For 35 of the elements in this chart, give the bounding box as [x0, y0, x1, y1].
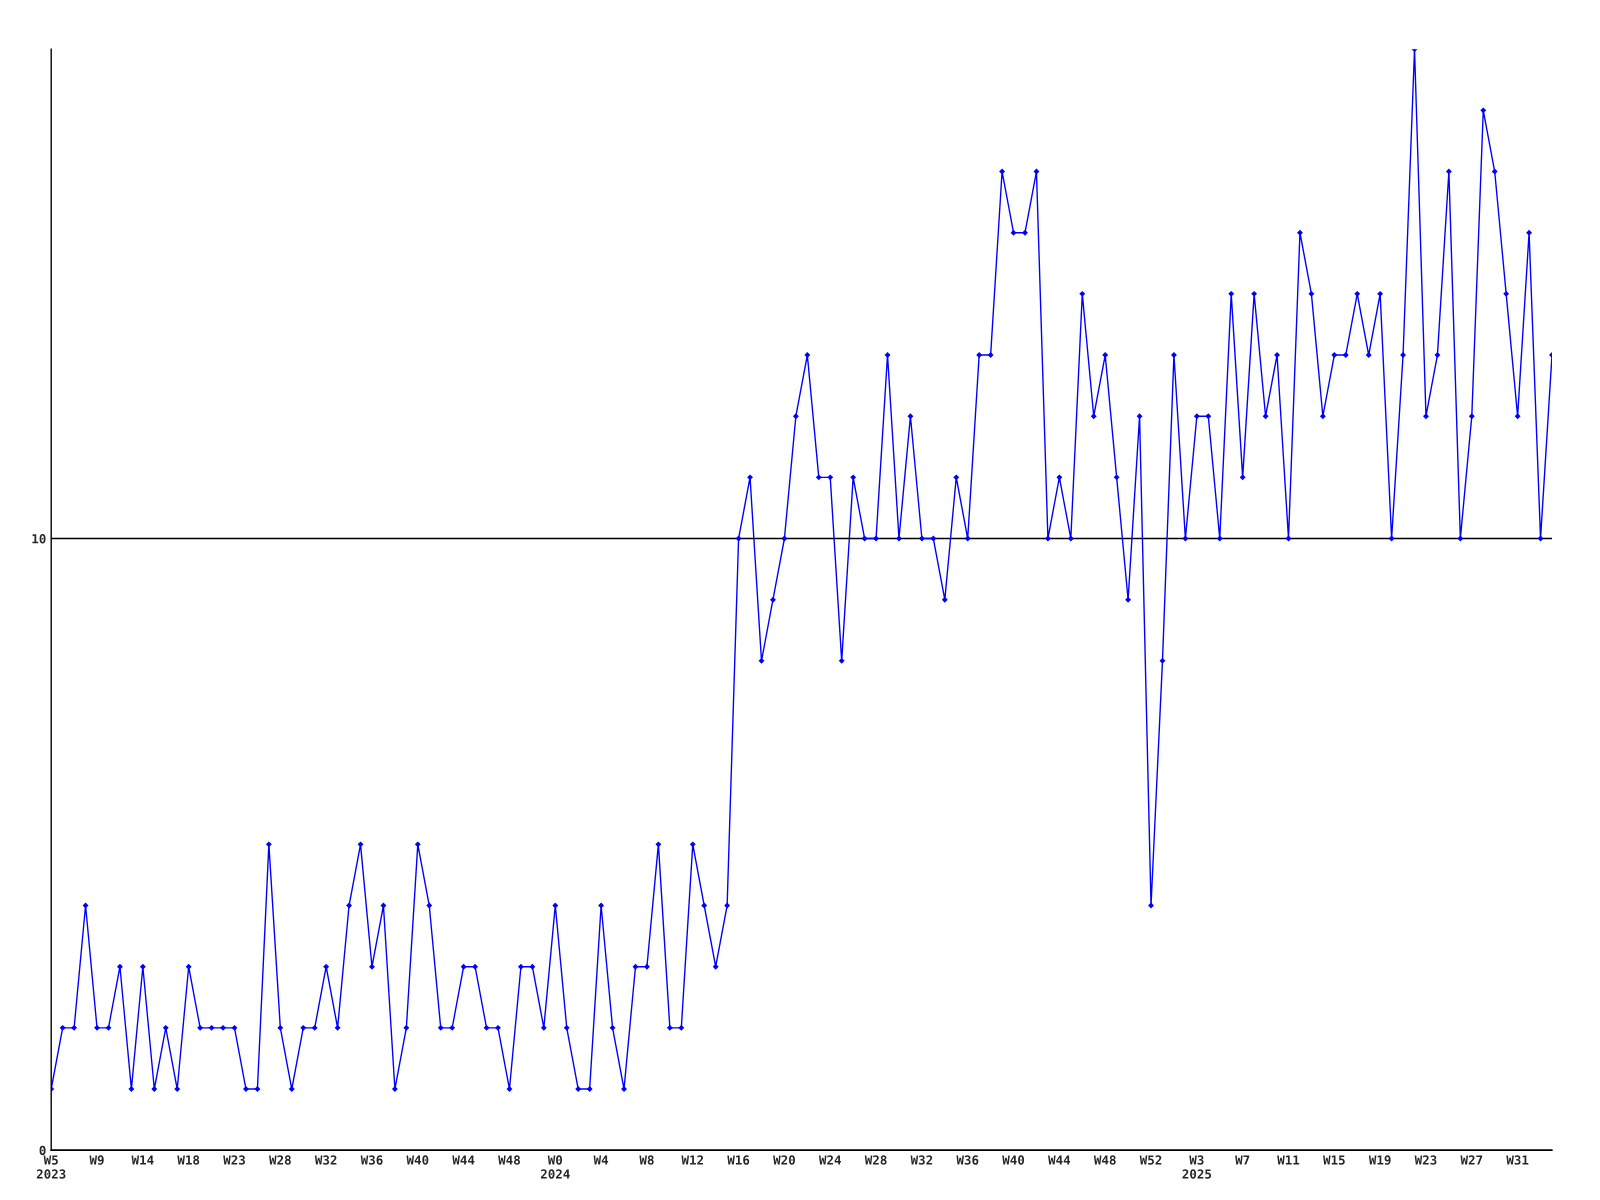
x-tick-label: W28: [269, 1155, 291, 1165]
x-tick-label: W9: [89, 1155, 104, 1165]
x-tick-label: W12: [681, 1155, 704, 1165]
x-tick-label: W40: [1002, 1155, 1025, 1165]
y-tick-label: 0: [39, 1145, 46, 1156]
x-tick-label: W20: [773, 1155, 795, 1165]
x-tick-label: W28: [864, 1155, 887, 1165]
x-tick-label: W4: [593, 1155, 609, 1165]
x-tick-label: W52: [1139, 1155, 1162, 1165]
x-tick-label: W48: [1093, 1155, 1116, 1165]
x-tick-label: W23: [1414, 1155, 1437, 1165]
x-tick-label: W36: [360, 1155, 383, 1165]
x-tick-label: W27: [1460, 1155, 1483, 1165]
x-tick-label: W3 2025: [1182, 1155, 1212, 1179]
x-tick-label: W8: [639, 1155, 654, 1165]
x-tick-label: W44: [452, 1155, 475, 1165]
x-tick-label: W24: [818, 1155, 841, 1165]
x-tick-label: W7: [1235, 1155, 1250, 1165]
x-tick-label: W11: [1277, 1155, 1300, 1165]
x-tick-label: W18: [177, 1155, 200, 1165]
x-tick-label: W44: [1048, 1155, 1071, 1165]
x-tick-label: W31: [1506, 1155, 1529, 1165]
x-tick-label: W48: [498, 1155, 520, 1165]
x-tick-label: W14: [131, 1155, 154, 1165]
x-tick-label: W36: [956, 1155, 979, 1165]
x-tick-label: W0 2024: [540, 1155, 570, 1179]
x-tick-label: W15: [1323, 1155, 1345, 1165]
x-tick-label: W23: [223, 1155, 245, 1165]
x-tick-label: W5 2023: [36, 1155, 66, 1179]
x-tick-label: W32: [314, 1155, 337, 1165]
y-tick-label: 10: [32, 534, 46, 544]
x-tick-label: W32: [910, 1155, 933, 1165]
x-tick-label: W19: [1368, 1155, 1391, 1165]
x-tick-label: W40: [406, 1155, 429, 1165]
x-tick-label: W16: [727, 1155, 750, 1165]
